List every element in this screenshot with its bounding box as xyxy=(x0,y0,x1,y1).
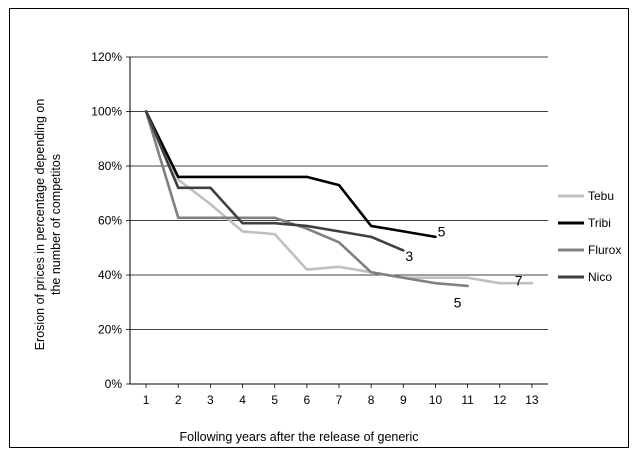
x-tick-label: 7 xyxy=(336,393,343,407)
series-lines xyxy=(144,110,534,288)
axes xyxy=(126,56,548,388)
x-tick-label: 3 xyxy=(207,393,214,407)
annotations: 5 3 5 7 xyxy=(405,223,522,310)
annotation-label: 5 xyxy=(454,294,462,310)
series-line-nico xyxy=(144,110,405,252)
y-tick-label: 100% xyxy=(91,105,122,119)
annotation-label: 7 xyxy=(515,272,523,288)
y-tick-label: 120% xyxy=(91,50,122,64)
axis-labels: 0%20%40%60%80%100%120%1 2 3 4 5 6 7 8 9 10 11 12 13F… xyxy=(33,50,539,444)
x-axis-title: Following years after the release of gen… xyxy=(179,430,418,444)
y-tick-label: 20% xyxy=(98,323,122,337)
annotation-label: 3 xyxy=(405,248,413,264)
series-line-tebu xyxy=(144,110,534,285)
x-tick-label: 2 xyxy=(175,393,182,407)
line-chart: 0%20%40%60%80%100%120%1 2 3 4 5 6 7 8 9 10 11 12 13F… xyxy=(33,50,621,444)
y-axis-title-line: the number of competitos xyxy=(49,154,63,295)
x-tick-label: 13 xyxy=(525,393,539,407)
x-tick-label: 1 xyxy=(143,393,150,407)
series-line-flurox xyxy=(144,110,469,288)
x-tick-label: 4 xyxy=(239,393,246,407)
gridlines xyxy=(130,56,548,330)
chart-frame: 0% 20% 40% 60% 80% 100% 120% 1 2 3 4 5 6 7 8 9 10 11 12 13 F… xyxy=(9,8,629,448)
x-tick-label: 12 xyxy=(493,393,507,407)
legend-label-tebu: Tebu xyxy=(588,189,614,203)
y-axis-title-line: Erosion of prices in percentage dependin… xyxy=(33,99,47,351)
legend-label-tribi: Tribi xyxy=(588,216,611,230)
legend-label-flurox: Flurox xyxy=(588,243,621,257)
legend-label-nico: Nico xyxy=(588,270,612,284)
legend: Tebu Tribi Flurox Nico xyxy=(558,189,621,284)
x-tick-label: 8 xyxy=(368,393,375,407)
y-axis-title: Erosion of prices in percentage dependin… xyxy=(33,99,63,351)
series-line-tribi xyxy=(144,110,437,239)
x-tick-label: 6 xyxy=(304,393,311,407)
x-tick-label: 5 xyxy=(271,393,278,407)
y-tick-label: 80% xyxy=(98,159,122,173)
y-tick-label: 60% xyxy=(98,214,122,228)
annotation-label: 5 xyxy=(438,223,446,239)
y-tick-label: 0% xyxy=(105,377,123,391)
x-tick-label: 11 xyxy=(461,393,474,407)
x-tick-label: 9 xyxy=(400,393,407,407)
x-tick-label: 10 xyxy=(429,393,443,407)
y-tick-label: 40% xyxy=(98,268,122,282)
